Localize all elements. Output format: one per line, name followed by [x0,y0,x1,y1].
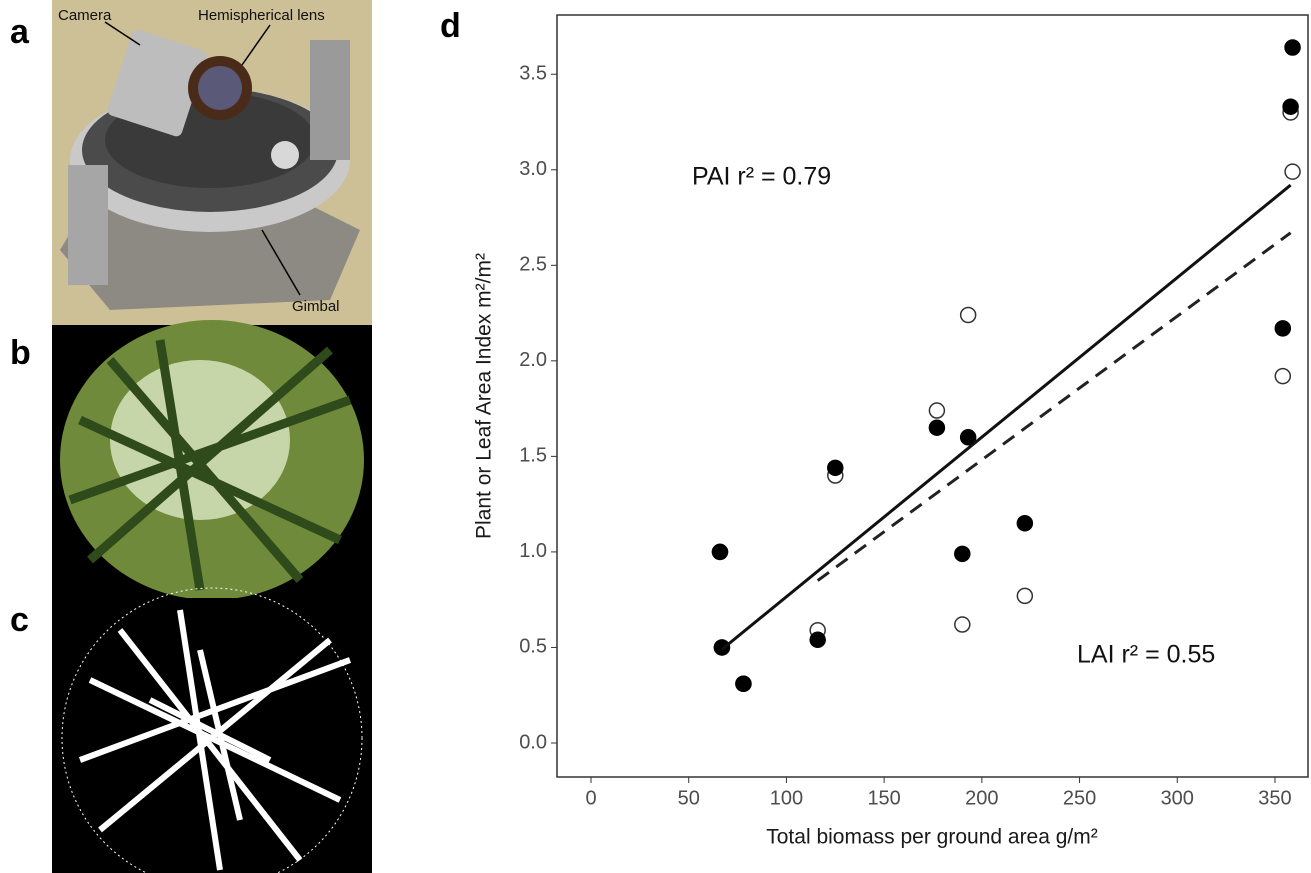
plot-frame [556,14,1309,778]
point [1284,163,1301,180]
point [1282,98,1299,115]
photo-annotation: Hemispherical lens [198,7,325,24]
photo-annotation: Camera [58,7,112,24]
photo-annotation: Gimbal [292,298,340,315]
point [827,459,844,477]
x-tick-label: 200 [965,787,998,809]
y-tick-label: 3.0 [519,158,547,180]
point [711,543,729,561]
panel-label: b [10,334,31,372]
point [1016,515,1034,532]
x-axis-label: Total biomass per ground area g/m² [766,826,1098,849]
panel-label: d [440,7,461,45]
point [809,631,826,649]
point [928,419,946,436]
panel-label: c [10,601,29,639]
photo-a [52,0,372,325]
annotation: PAI r² = 0.79 [692,163,831,191]
point [954,545,971,563]
y-axis-label: Plant or Leaf Area Index m²/m² [473,253,496,539]
y-tick-label: 2.5 [519,254,547,276]
point [1274,367,1292,385]
panel-label: a [10,13,30,51]
x-tick-label: 0 [585,787,596,809]
x-tick-label: 50 [678,787,700,809]
annotation: LAI r² = 0.55 [1077,641,1215,669]
y-tick-label: 1.0 [519,540,547,562]
x-tick-label: 100 [770,787,803,809]
photo-b [52,320,372,600]
y-tick-label: 0.5 [519,636,547,658]
x-tick-label: 250 [1063,787,1096,809]
point [959,306,977,324]
point [1274,320,1292,337]
fit-line [720,183,1292,651]
y-tick-label: 0.0 [519,731,547,753]
x-tick-label: 150 [867,787,900,809]
fit-line [816,231,1292,582]
x-tick-label: 350 [1258,787,1291,809]
point [959,429,977,446]
y-tick-label: 2.0 [519,349,547,371]
y-tick-label: 1.5 [519,445,547,467]
photo-c [52,587,372,873]
point [1016,587,1034,605]
point [735,675,752,693]
y-tick-label: 3.5 [519,63,547,85]
point [954,616,971,633]
point [928,402,946,419]
x-tick-label: 300 [1161,787,1194,809]
point [1284,39,1301,56]
